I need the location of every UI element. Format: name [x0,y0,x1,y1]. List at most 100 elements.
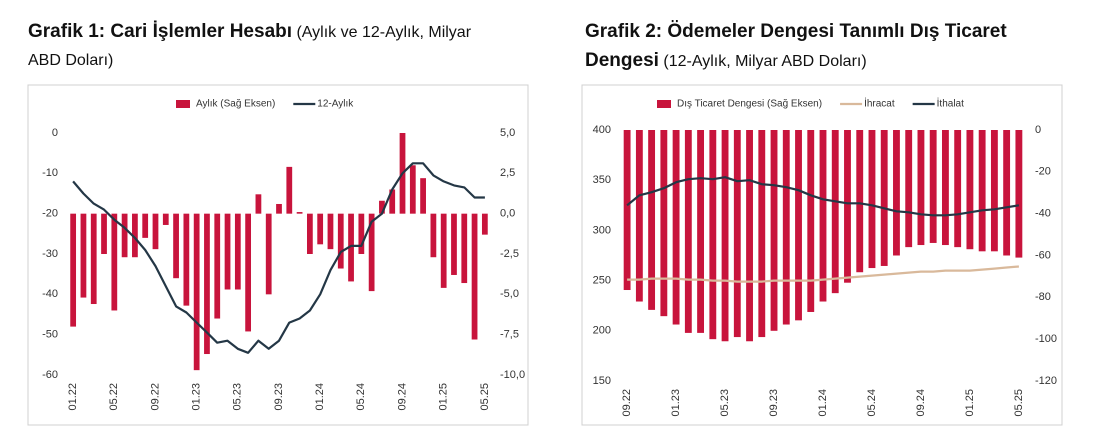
bar [183,213,190,306]
bar [358,213,365,254]
bar [831,130,839,294]
bar [648,130,656,310]
bar [162,213,169,225]
bar [255,194,262,214]
y-tick-label: 250 [593,275,611,287]
bar [746,130,753,342]
bar [121,213,128,258]
y-tick-label: -60 [42,369,58,381]
legend-label: Aylık (Sağ Eksen) [196,99,275,110]
bar [440,213,447,288]
y-tick-label: 200 [593,325,611,337]
bar [173,213,179,279]
y-tick-label: 2,5 [500,167,515,179]
bar [296,212,303,214]
x-tick-label: 01.25 [438,383,450,411]
bar [990,130,998,252]
bar [224,213,231,290]
bar [132,213,138,258]
x-tick-label: 09.24 [915,389,927,417]
bar [905,130,913,248]
legend-label: Dış Ticaret Dengesi (Sağ Eksen) [677,99,822,110]
x-tick-label: 05.23 [719,389,731,417]
x-tick-label: 01.24 [314,383,326,411]
bar [389,189,396,214]
bar [954,130,962,248]
bar [481,213,488,235]
bar [327,213,334,250]
bar [966,130,974,250]
x-tick-label: 09.24 [396,383,408,411]
bar [917,130,925,246]
bar [635,130,643,302]
bar [770,130,778,331]
x-tick-label: 05.23 [232,383,244,411]
chart-title: Grafik 1: Cari İşlemler Hesabı [28,21,293,42]
bar [697,130,705,333]
x-tick-label: 01.24 [817,389,829,417]
bar [819,130,827,302]
line [72,162,485,354]
y-tick-label: -60 [1035,249,1051,261]
bar [337,213,344,269]
legend-label: 12-Aylık [317,99,354,110]
y-tick-label: -10,0 [500,369,525,381]
bar [234,213,241,290]
y-tick-label: 0 [1035,124,1041,136]
bar [721,130,729,342]
y-tick-label: 350 [593,174,611,186]
bar [317,213,324,245]
bar [430,213,437,258]
x-tick-label: 05.24 [866,389,878,417]
chart-heading: Grafik 2: Ödemeler Dengesi Tanımlı Dış T… [585,18,1035,76]
y-tick-label: -40 [1035,208,1051,220]
chart-frame [27,84,529,426]
bar [204,213,210,355]
y-tick-label: -20 [42,208,58,220]
x-tick-label: 09.22 [621,389,633,417]
bar [70,213,77,327]
y-tick-label: -120 [1035,375,1057,387]
bar [379,200,385,214]
bar [709,130,717,340]
chart-title: Grafik 2: Ödemeler Dengesi Tanımlı Dış T… [585,21,1007,71]
x-tick-label: 05.24 [355,383,367,411]
bar [733,130,741,338]
y-tick-label: -10 [42,167,58,179]
bar [420,178,426,214]
y-tick-label: -20 [1035,166,1051,178]
bar [461,213,468,284]
bar [660,130,668,317]
bar [941,130,949,246]
bar [672,130,680,325]
bar [684,130,692,333]
y-tick-label: -100 [1035,333,1057,345]
bar [409,165,416,214]
bar [880,130,888,266]
bar [758,130,766,338]
bar [929,130,937,243]
bar [471,213,478,340]
x-tick-label: 01.25 [964,389,976,417]
chart-heading: Grafik 1: Cari İşlemler Hesabı (Aylık ve… [28,18,488,75]
x-tick-label: 09.23 [768,389,780,417]
x-tick-label: 09.23 [273,383,285,411]
bar [868,130,876,269]
bar [368,213,375,292]
bar [856,130,864,273]
line [626,176,1020,217]
legend-swatch [657,100,671,108]
bar [782,130,790,325]
y-tick-label: -80 [1035,291,1051,303]
bar [265,213,272,295]
bar [795,130,802,321]
bar [214,213,221,319]
bar [348,213,354,282]
y-tick-label: -7,5 [500,329,519,341]
y-tick-label: -5,0 [500,288,519,300]
bar [1015,130,1023,258]
legend-swatch [176,100,190,108]
bar [623,130,631,291]
x-tick-label: 05.25 [479,383,491,411]
